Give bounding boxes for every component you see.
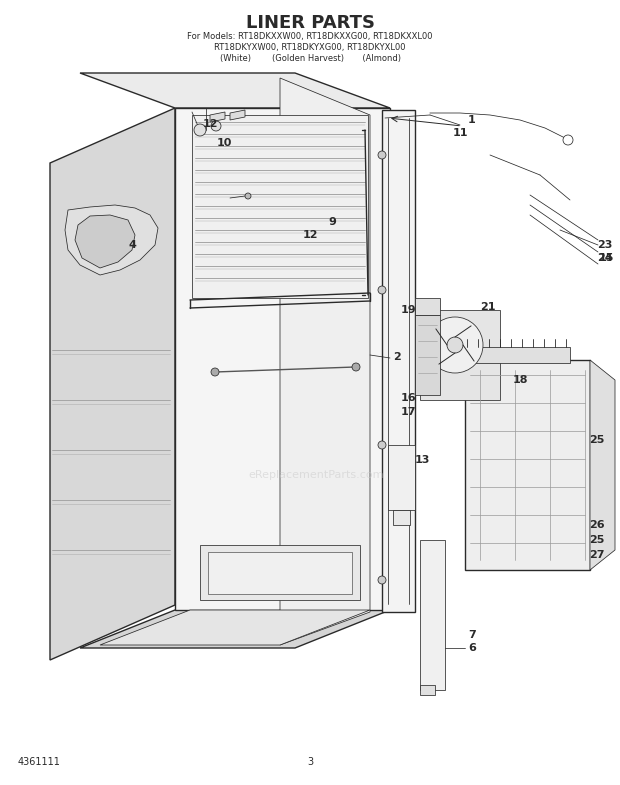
Polygon shape	[80, 73, 390, 108]
Text: 7: 7	[468, 630, 476, 640]
Polygon shape	[415, 315, 440, 395]
Circle shape	[447, 337, 463, 353]
Polygon shape	[100, 610, 370, 645]
Text: 11: 11	[452, 128, 467, 138]
Circle shape	[194, 124, 206, 136]
Text: 9: 9	[328, 217, 336, 227]
Polygon shape	[65, 205, 158, 275]
Polygon shape	[388, 445, 415, 510]
Polygon shape	[208, 552, 352, 594]
Text: 12: 12	[303, 230, 317, 240]
Circle shape	[378, 441, 386, 449]
Polygon shape	[455, 347, 570, 363]
Text: LINER PARTS: LINER PARTS	[246, 14, 374, 32]
Circle shape	[378, 286, 386, 294]
Polygon shape	[382, 110, 415, 612]
Polygon shape	[75, 215, 135, 268]
Text: 23: 23	[597, 240, 613, 250]
Text: 1: 1	[468, 115, 476, 125]
Circle shape	[245, 193, 251, 199]
Text: 19: 19	[400, 305, 416, 315]
Polygon shape	[420, 685, 435, 695]
Circle shape	[378, 151, 386, 159]
Circle shape	[211, 368, 219, 376]
Polygon shape	[210, 112, 225, 122]
Text: 13: 13	[414, 455, 430, 465]
Polygon shape	[415, 298, 440, 315]
Polygon shape	[420, 540, 445, 690]
Circle shape	[352, 363, 360, 371]
Text: (White)        (Golden Harvest)       (Almond): (White) (Golden Harvest) (Almond)	[219, 54, 401, 63]
Polygon shape	[280, 78, 370, 645]
Circle shape	[211, 121, 221, 131]
Circle shape	[563, 135, 573, 145]
Polygon shape	[80, 610, 390, 648]
Text: 3: 3	[307, 757, 313, 767]
Text: 27: 27	[589, 550, 604, 560]
Polygon shape	[465, 360, 590, 570]
Text: For Models: RT18DKXXW00, RT18DKXXG00, RT18DKXXL00: For Models: RT18DKXXW00, RT18DKXXG00, RT…	[187, 32, 433, 41]
Text: 18: 18	[512, 375, 528, 385]
Text: 12: 12	[202, 119, 218, 129]
Polygon shape	[192, 115, 368, 298]
Text: 4: 4	[128, 240, 136, 250]
Text: 24: 24	[597, 253, 613, 263]
Text: 26: 26	[589, 520, 605, 530]
Polygon shape	[50, 108, 175, 660]
Text: RT18DKYXW00, RT18DKYXG00, RT18DKYXL00: RT18DKYXW00, RT18DKYXG00, RT18DKYXL00	[215, 43, 405, 52]
Polygon shape	[175, 108, 390, 610]
Polygon shape	[200, 545, 360, 600]
Text: 2: 2	[393, 352, 401, 362]
Text: 4361111: 4361111	[18, 757, 61, 767]
Polygon shape	[230, 110, 245, 120]
Circle shape	[378, 576, 386, 584]
Text: 6: 6	[468, 643, 476, 653]
Text: 25: 25	[590, 535, 604, 545]
Polygon shape	[590, 360, 615, 570]
Text: 21: 21	[480, 302, 496, 312]
Text: eReplacementParts.com: eReplacementParts.com	[248, 470, 384, 480]
Text: 16: 16	[400, 393, 416, 403]
Text: 10: 10	[216, 138, 232, 148]
Text: 25: 25	[590, 435, 604, 445]
Polygon shape	[420, 310, 500, 400]
Circle shape	[427, 317, 483, 373]
Text: 15: 15	[598, 253, 614, 263]
Polygon shape	[393, 510, 410, 525]
Text: 17: 17	[401, 407, 416, 417]
